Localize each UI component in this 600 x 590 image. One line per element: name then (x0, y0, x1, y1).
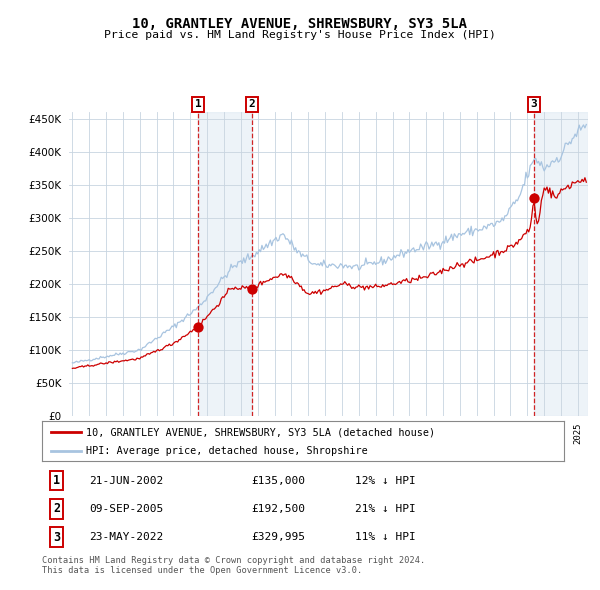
Text: Contains HM Land Registry data © Crown copyright and database right 2024.
This d: Contains HM Land Registry data © Crown c… (42, 556, 425, 575)
Text: 11% ↓ HPI: 11% ↓ HPI (355, 532, 416, 542)
Text: 1: 1 (53, 474, 60, 487)
Text: 3: 3 (530, 99, 537, 109)
Bar (533, 112, 588, 416)
Text: 10, GRANTLEY AVENUE, SHREWSBURY, SY3 5LA (detached house): 10, GRANTLEY AVENUE, SHREWSBURY, SY3 5LA… (86, 427, 436, 437)
Bar (198, 112, 252, 416)
Text: 21-JUN-2002: 21-JUN-2002 (89, 476, 163, 486)
Text: 3: 3 (53, 530, 60, 543)
Text: 10, GRANTLEY AVENUE, SHREWSBURY, SY3 5LA: 10, GRANTLEY AVENUE, SHREWSBURY, SY3 5LA (133, 17, 467, 31)
Text: £329,995: £329,995 (251, 532, 305, 542)
Text: £192,500: £192,500 (251, 504, 305, 514)
Text: 09-SEP-2005: 09-SEP-2005 (89, 504, 163, 514)
Text: 1: 1 (194, 99, 202, 109)
Text: 21% ↓ HPI: 21% ↓ HPI (355, 504, 416, 514)
Text: 2: 2 (53, 502, 60, 516)
Text: 2: 2 (249, 99, 256, 109)
Text: 23-MAY-2022: 23-MAY-2022 (89, 532, 163, 542)
Text: HPI: Average price, detached house, Shropshire: HPI: Average price, detached house, Shro… (86, 447, 368, 456)
Point (193, 322, 203, 332)
Point (247, 284, 257, 293)
Text: 12% ↓ HPI: 12% ↓ HPI (355, 476, 416, 486)
Point (529, 194, 538, 203)
Text: £135,000: £135,000 (251, 476, 305, 486)
Text: Price paid vs. HM Land Registry's House Price Index (HPI): Price paid vs. HM Land Registry's House … (104, 30, 496, 40)
